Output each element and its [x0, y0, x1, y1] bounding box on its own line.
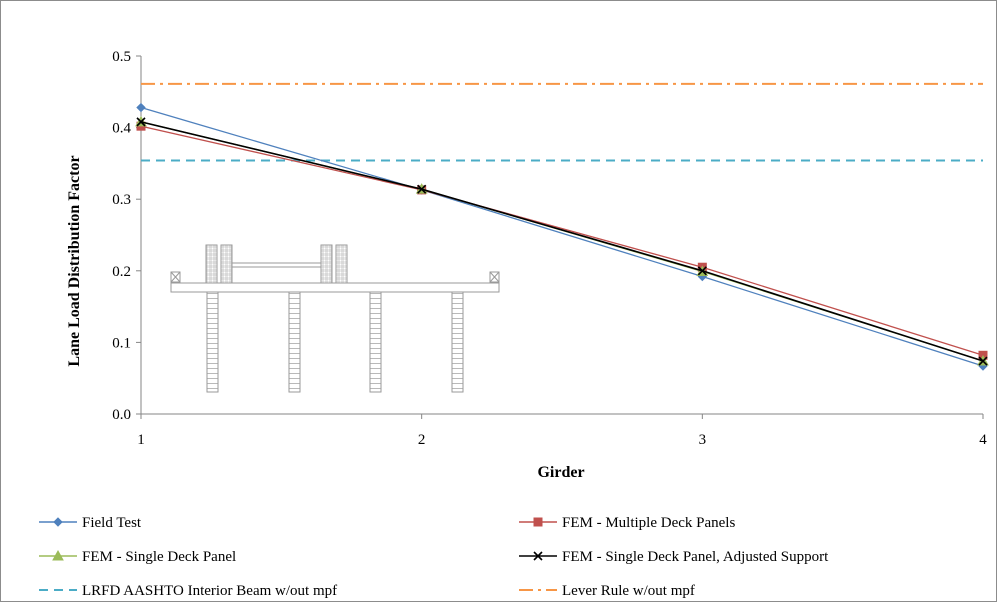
legend-item: FEM - Single Deck Panel — [39, 549, 236, 565]
y-tick-label: 0.1 — [112, 335, 131, 351]
series-3 — [136, 117, 988, 366]
legend-label: FEM - Single Deck Panel, Adjusted Suppor… — [562, 549, 829, 565]
x-tick-label: 1 — [137, 432, 145, 448]
barrier-left-cross — [170, 271, 181, 283]
girder — [206, 291, 219, 393]
data-point — [697, 266, 707, 276]
series-line — [140, 121, 984, 362]
y-tick-label: 0.3 — [112, 192, 131, 208]
y-tick-label: 0.0 — [112, 407, 131, 423]
bridge-cross-section-sketch — [170, 244, 500, 393]
legend-item: FEM - Multiple Deck Panels — [519, 515, 735, 531]
series-0 — [136, 102, 988, 371]
legend-label: FEM - Multiple Deck Panels — [562, 515, 735, 531]
x-tick-label: 4 — [979, 432, 987, 448]
y-tick-label: 0.5 — [112, 49, 131, 65]
legend-label: LRFD AASHTO Interior Beam w/out mpf — [82, 583, 337, 599]
legend-label: Field Test — [82, 515, 142, 531]
deck-slab — [170, 282, 500, 293]
x-axis-title: Girder — [537, 464, 584, 481]
legend-item: Field Test — [39, 515, 142, 531]
girder — [451, 291, 464, 393]
legend-marker — [533, 517, 543, 527]
legend-label: FEM - Single Deck Panel — [82, 549, 236, 565]
legend-marker — [53, 517, 63, 527]
wheel-load-block — [335, 244, 348, 284]
barrier-right-cross — [489, 271, 500, 283]
wheel-load-block — [205, 244, 218, 284]
x-tick-label: 3 — [699, 432, 707, 448]
legend-item: Lever Rule w/out mpf — [519, 583, 695, 599]
data-point — [136, 117, 146, 127]
legend-label: Lever Rule w/out mpf — [562, 583, 695, 599]
girder — [288, 291, 301, 393]
legend: Field Test FEM - Multiple Deck Panels FEM … — [39, 515, 829, 599]
series-1 — [136, 121, 988, 360]
data-point — [417, 184, 427, 194]
series-line — [140, 106, 984, 367]
legend-marker — [533, 551, 543, 561]
legend-item: LRFD AASHTO Interior Beam w/out mpf — [39, 583, 337, 599]
x-tick-label: 2 — [418, 432, 426, 448]
girder — [369, 291, 382, 393]
axes — [136, 55, 984, 419]
data-point — [136, 102, 146, 113]
y-tick-label: 0.2 — [112, 264, 131, 280]
wheel-load-block — [320, 244, 333, 284]
wheel-load-block — [220, 244, 233, 284]
data-point — [978, 356, 988, 366]
series-line — [140, 125, 984, 356]
tick-labels: 0.0 0.1 0.2 0.3 0.4 0.5 1 2 3 4 — [112, 49, 987, 448]
series-layer — [135, 82, 989, 371]
y-tick-label: 0.4 — [112, 121, 131, 137]
legend-marker — [52, 549, 64, 561]
y-axis-title: Lane Load Distribution Factor — [66, 155, 83, 366]
legend-item: FEM - Single Deck Panel, Adjusted Suppor… — [519, 549, 829, 565]
